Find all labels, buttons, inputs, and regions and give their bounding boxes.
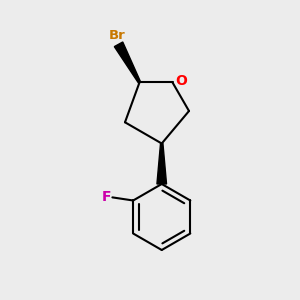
Text: O: O (175, 74, 187, 88)
Polygon shape (114, 42, 141, 83)
Polygon shape (157, 143, 166, 184)
Text: F: F (102, 190, 112, 204)
Text: Br: Br (109, 29, 125, 42)
